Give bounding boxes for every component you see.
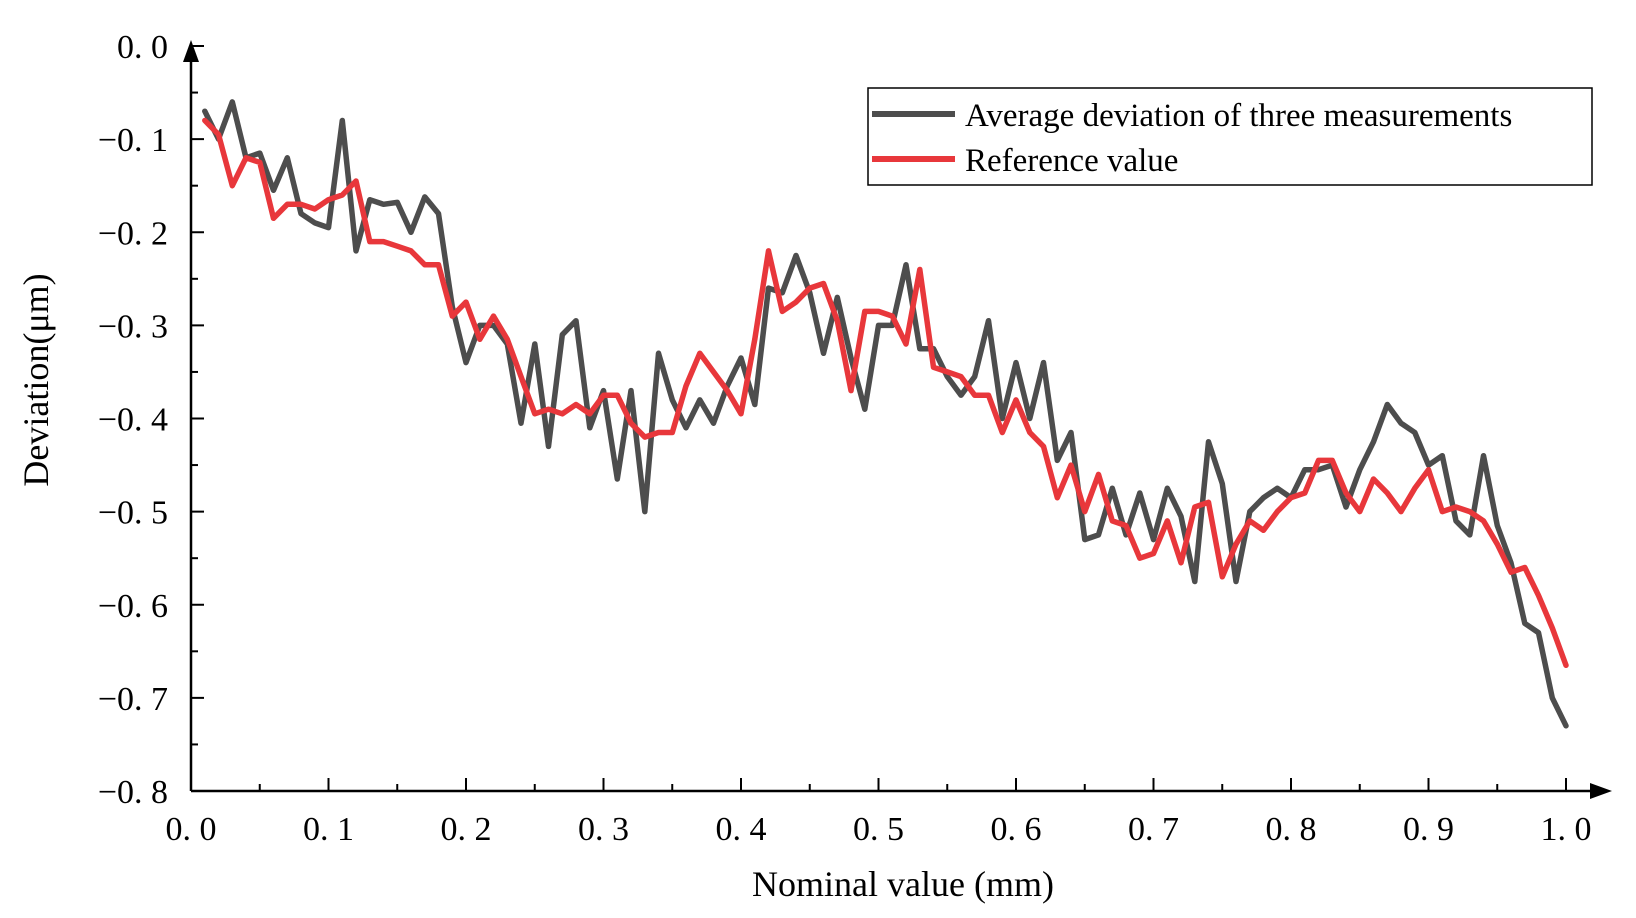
x-tick-label: 0. 4 bbox=[716, 811, 767, 848]
y-tick-label: −0. 2 bbox=[98, 215, 168, 252]
x-tick-label: 0. 8 bbox=[1266, 811, 1317, 848]
y-tick-label: −0. 6 bbox=[98, 588, 168, 625]
x-tick-label: 1. 0 bbox=[1541, 811, 1592, 848]
x-axis-arrow bbox=[1590, 783, 1612, 799]
legend: Average deviation of three measurements … bbox=[867, 87, 1593, 186]
series-lines bbox=[202, 99, 1569, 729]
y-tick-label: −0. 5 bbox=[98, 495, 168, 532]
y-tick-label: −0. 7 bbox=[98, 681, 168, 718]
series-average-line bbox=[202, 99, 1569, 729]
legend-label-average: Average deviation of three measurements bbox=[965, 98, 1512, 134]
y-tick-label: −0. 4 bbox=[98, 402, 168, 439]
y-axis-arrow bbox=[183, 40, 199, 62]
x-axis-title: Nominal value (mm) bbox=[752, 864, 1054, 904]
x-tick-label: 0. 3 bbox=[578, 811, 629, 848]
legend-label-reference: Reference value bbox=[965, 143, 1178, 179]
y-tick-label: −0. 1 bbox=[98, 122, 168, 159]
x-tick-label: 0. 1 bbox=[303, 811, 354, 848]
x-tick-label: 0. 9 bbox=[1403, 811, 1454, 848]
x-tick-label: 0. 6 bbox=[991, 811, 1042, 848]
x-tick-label: 0. 0 bbox=[166, 811, 217, 848]
y-ticks: 0. 0 −0. 1 −0. 2 −0. 3 −0. 4 −0. 5 −0. 6 −0. 7 −… bbox=[98, 29, 204, 811]
y-tick-label: 0. 0 bbox=[117, 29, 168, 66]
series-reference-line bbox=[202, 117, 1569, 669]
legend-box bbox=[867, 87, 1593, 186]
y-axis-title: Deviation(μm) bbox=[16, 273, 56, 486]
axes bbox=[183, 40, 1612, 799]
y-tick-label: −0. 3 bbox=[98, 308, 168, 345]
x-tick-label: 0. 5 bbox=[853, 811, 904, 848]
y-tick-label: −0. 8 bbox=[98, 774, 168, 811]
x-tick-label: 0. 2 bbox=[441, 811, 492, 848]
x-tick-label: 0. 7 bbox=[1128, 811, 1179, 848]
minor-ticks bbox=[191, 91, 1499, 791]
x-ticks: 0. 0 0. 1 0. 2 0. 3 0. 4 0. 5 0. 6 0. 7 0. 8 0. 9… bbox=[166, 778, 1592, 848]
